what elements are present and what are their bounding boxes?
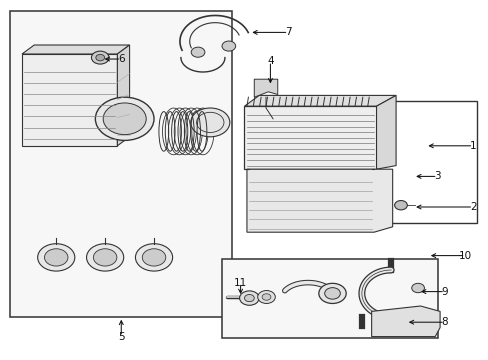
Circle shape: [222, 41, 235, 51]
Text: 4: 4: [266, 56, 273, 66]
Polygon shape: [254, 79, 277, 97]
Circle shape: [318, 283, 346, 303]
Polygon shape: [117, 45, 129, 146]
Circle shape: [324, 288, 340, 299]
Circle shape: [190, 108, 229, 137]
Text: 10: 10: [458, 251, 471, 261]
Text: 11: 11: [233, 278, 247, 288]
Circle shape: [86, 244, 123, 271]
Text: 9: 9: [441, 287, 447, 297]
Circle shape: [44, 249, 68, 266]
Bar: [222, 259, 437, 338]
Text: 7: 7: [285, 27, 291, 37]
Circle shape: [93, 249, 117, 266]
Circle shape: [257, 291, 275, 303]
Text: 5: 5: [118, 332, 124, 342]
Bar: [10, 11, 232, 317]
Circle shape: [239, 291, 259, 305]
Text: 3: 3: [433, 171, 440, 181]
Bar: [373, 101, 476, 223]
Polygon shape: [22, 54, 117, 146]
Circle shape: [38, 244, 75, 271]
Circle shape: [96, 54, 104, 61]
Circle shape: [142, 249, 165, 266]
Polygon shape: [244, 95, 395, 106]
Circle shape: [103, 103, 146, 135]
Circle shape: [95, 97, 154, 140]
Text: 2: 2: [469, 202, 476, 212]
Circle shape: [394, 201, 407, 210]
Circle shape: [244, 294, 254, 302]
Polygon shape: [376, 95, 395, 169]
Text: 8: 8: [441, 317, 447, 327]
Text: 1: 1: [469, 141, 476, 151]
Circle shape: [191, 47, 204, 57]
Text: 6: 6: [118, 54, 124, 64]
Circle shape: [262, 294, 270, 300]
Circle shape: [135, 244, 172, 271]
Polygon shape: [22, 45, 129, 54]
Polygon shape: [246, 169, 392, 232]
Circle shape: [411, 283, 424, 293]
Polygon shape: [371, 306, 439, 337]
Polygon shape: [244, 106, 376, 169]
Circle shape: [91, 51, 109, 64]
